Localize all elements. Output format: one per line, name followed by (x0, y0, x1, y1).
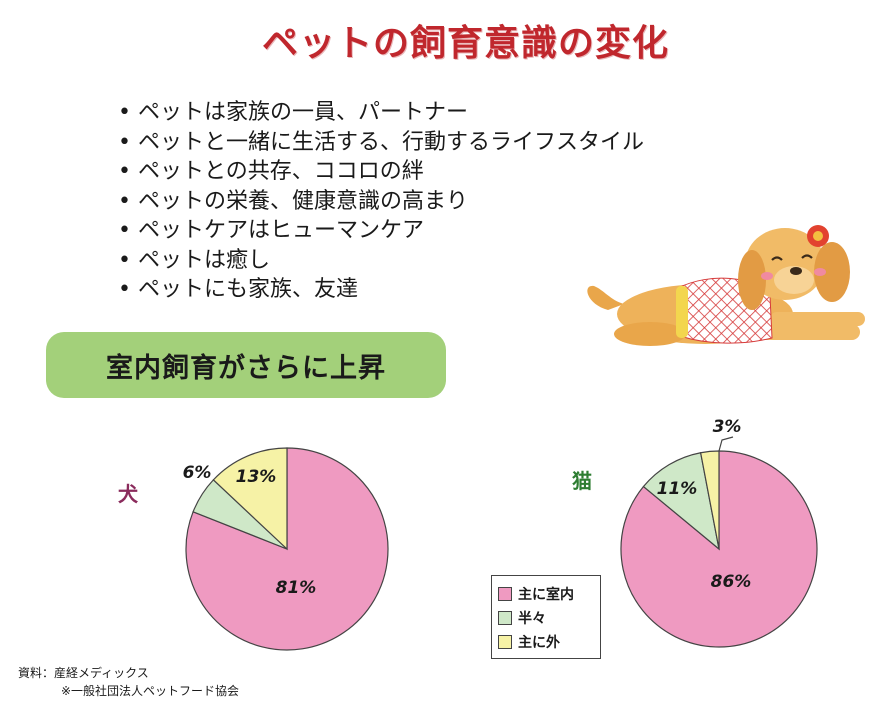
cat-pie-label-0: 86% (711, 572, 752, 592)
page-title: ペットの飼育意識の変化 (262, 23, 670, 64)
bullet-item: ペットとの共存、ココロの絆 (118, 157, 644, 187)
banner-text: 室内飼育がさらに上昇 (106, 352, 386, 384)
legend-item: 主に外 (498, 630, 600, 654)
legend-label: 主に外 (518, 635, 560, 651)
source-line: ※一般社団法人ペットフード協会 (61, 684, 240, 698)
bullet-item: ペットは癒し (118, 246, 644, 276)
chart-legend: 主に室内 半々 主に外 (491, 575, 601, 659)
bullet-item: ペットにも家族、友達 (118, 275, 644, 305)
dog-pie-label-0: 81% (276, 578, 317, 598)
dog-pie-label-2: 13% (236, 467, 277, 487)
cat-chart-label: 猫 (572, 469, 592, 493)
dog-pie-slice-2 (212, 447, 288, 551)
source-note: 資料：産経メディックス ※一般社団法人ペットフード協会 (18, 664, 239, 700)
banner: 室内飼育がさらに上昇 (46, 332, 446, 398)
cat-pie-leader-line (718, 436, 734, 452)
legend-label: 主に室内 (518, 587, 574, 603)
legend-swatch (498, 635, 512, 649)
legend-swatch (498, 587, 512, 601)
bullet-item: ペットの栄養、健康意識の高まり (118, 187, 644, 217)
bullet-item: ペットは家族の一員、パートナー (118, 98, 644, 128)
cat-pie-slice-1 (642, 452, 720, 551)
cat-pie-label-2: 3% (713, 417, 742, 437)
bullet-item: ペットと一緒に生活する、行動するライフスタイル (118, 128, 644, 158)
legend-label: 半々 (518, 611, 546, 627)
dog-pie-label-1: 6% (183, 463, 212, 483)
bullet-item: ペットケアはヒューマンケア (118, 216, 644, 246)
bullet-list: ペットは家族の一員、パートナー ペットと一緒に生活する、行動するライフスタイル … (118, 98, 644, 305)
source-line: 資料：産経メディックス (18, 666, 149, 680)
cat-pie-slice-2 (699, 450, 720, 550)
legend-item: 主に室内 (498, 582, 600, 606)
legend-swatch (498, 611, 512, 625)
cat-pie-label-1: 11% (657, 479, 698, 499)
legend-item: 半々 (498, 606, 600, 630)
dog-illustration (587, 225, 865, 346)
dog-chart-label: 犬 (118, 482, 138, 506)
